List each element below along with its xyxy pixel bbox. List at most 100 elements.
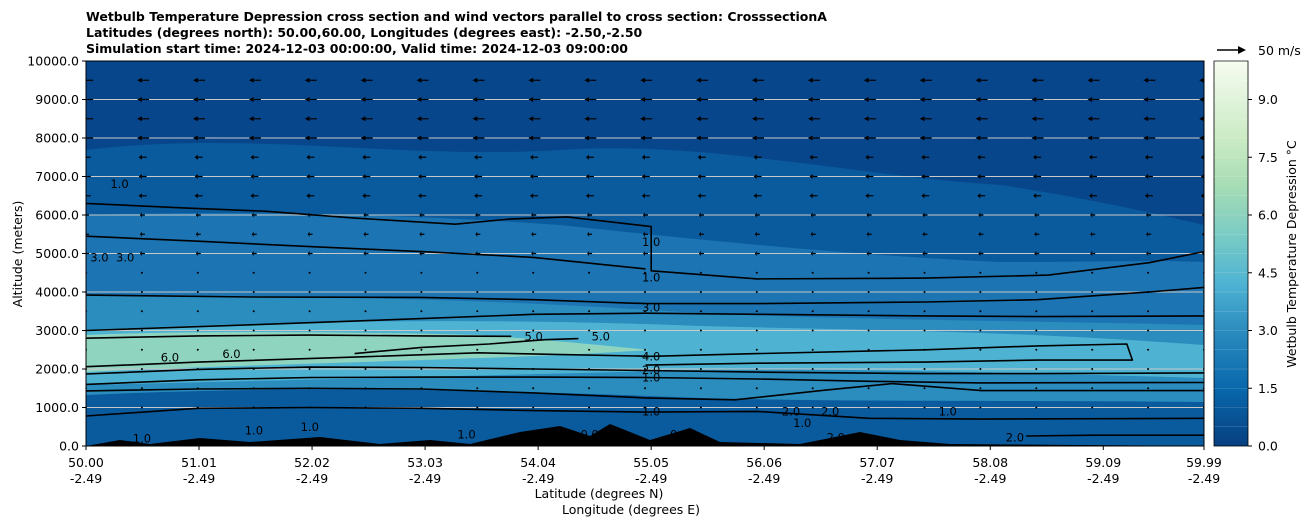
x-tick-label-latitude: 53.03 [407,455,443,470]
contour-line [86,235,646,270]
wind-vector-head [474,193,478,199]
wind-vector-dot [364,271,367,274]
wind-vector-head [977,193,981,199]
wind-vector-head [1090,251,1093,256]
wind-vector-dot [644,291,646,293]
chart-title-line-3: Simulation start time: 2024-12-03 00:00:… [86,41,628,56]
x-axis-label-longitude: Longitude (degrees E) [562,502,700,517]
wind-vector-head [250,193,254,199]
x-tick-label-latitude: 59.09 [1085,455,1121,470]
colorbar-ticks: 0.0 1.5 3.0 4.5 6.0 7.5 9.0 [1248,92,1278,454]
x-tick-label-latitude: 58.08 [972,455,1008,470]
wind-vector-head [248,135,254,141]
wind-vector-head [250,154,254,160]
y-tick-label: 8000.0 [35,131,79,146]
wind-vector-dot [1147,329,1150,332]
wind-vector-dot [867,387,870,390]
wind-vector-head [531,212,534,218]
wind-vector-head [810,251,813,256]
wind-vector-head [304,97,310,102]
wind-vector-head [587,212,590,218]
contour-label: 1.0 [939,404,957,418]
wind-vector-head [1143,116,1149,122]
wind-vector-dot [1035,406,1038,409]
wind-vector-dot [867,406,870,409]
wind-vector-dot [699,387,702,390]
wind-vector-head [810,212,813,218]
wind-vector-head [1143,77,1149,83]
wind-vector-head [194,154,198,160]
wind-vector-head [193,97,198,102]
wind-vector-dot [979,406,982,409]
wind-vector-head [697,193,701,199]
wind-vector-head [809,154,813,160]
wind-vector-head [306,154,310,160]
wind-vector-dot [811,291,814,293]
contour-line [1026,434,1204,437]
wind-vector-head [754,231,757,237]
wind-vector-head [641,154,645,160]
wind-vector-head [360,77,366,83]
contour-label: 3.0 [116,250,134,264]
wind-vector-dot [644,406,646,409]
wind-vector-dot [588,291,591,293]
wind-vector-head [248,97,254,102]
wind-vector-head [1144,154,1149,160]
wind-vector-dot [699,291,702,293]
wind-vector-head [1034,231,1037,237]
wind-vector-dot [699,310,702,313]
wind-vector-dot [476,271,479,274]
wind-vector-head [863,77,869,83]
wind-vector-head [975,97,981,102]
wind-vector-head [978,212,981,218]
contour-line [86,312,1204,332]
wind-vector-dot [979,329,982,332]
wind-vector-dot [1091,368,1094,370]
contour-label: 2.0 [1006,431,1024,445]
wind-vector-head [472,77,478,83]
wind-vector-dot [755,406,758,409]
wind-vector-head [809,193,813,199]
wind-vector-dot [196,291,199,293]
wind-vector-head [1143,97,1149,102]
wind-vector-head [584,116,590,122]
contour-label: 3.0 [642,300,660,314]
field-band-low [86,389,1204,446]
wind-vector-dot [140,387,143,390]
wind-vector-dot [196,329,199,332]
wind-vector-head [1144,193,1149,199]
wind-vector-head [250,174,254,179]
wind-vector-dot [364,329,367,332]
wind-vector-head [81,78,86,83]
wind-vector-dot [699,329,702,332]
wind-vector-head [528,135,534,141]
colorbar-tick-label: 9.0 [1258,92,1278,107]
wind-vector-dot [476,387,479,390]
wind-vector-head [304,116,310,122]
x-tick-label-latitude: 50.00 [68,455,104,470]
wind-vector-head [307,231,310,237]
wind-vector-dot [979,387,982,390]
contour-label: 1.0 [793,416,811,430]
wind-vector-head [919,135,925,141]
quiver-key: 50 m/s [1217,43,1301,58]
x-tick-label-latitude: 51.01 [181,455,217,470]
wind-vector-head [921,193,925,199]
wind-vector-dot [140,368,143,370]
wind-vector-dot [755,387,758,390]
wind-vector-head [643,231,645,237]
contour-label: 6.0 [161,350,179,364]
wind-vector-head [1200,154,1204,160]
wind-vector-dot [867,271,870,274]
wind-vector-dot [532,406,535,409]
wind-vector-head [307,251,310,256]
x-tick-label-latitude: 56.06 [746,455,782,470]
wind-vector-dot [979,310,982,313]
wind-vector-dot [1091,348,1094,351]
wind-vector-head [865,193,869,199]
colorbar-tick-label: 0.0 [1258,439,1278,454]
wind-vector-head [1199,97,1204,102]
wind-vector-head [1033,174,1037,179]
contour-label: 2.0 [642,363,660,377]
contour-label: 1.0 [642,270,660,284]
